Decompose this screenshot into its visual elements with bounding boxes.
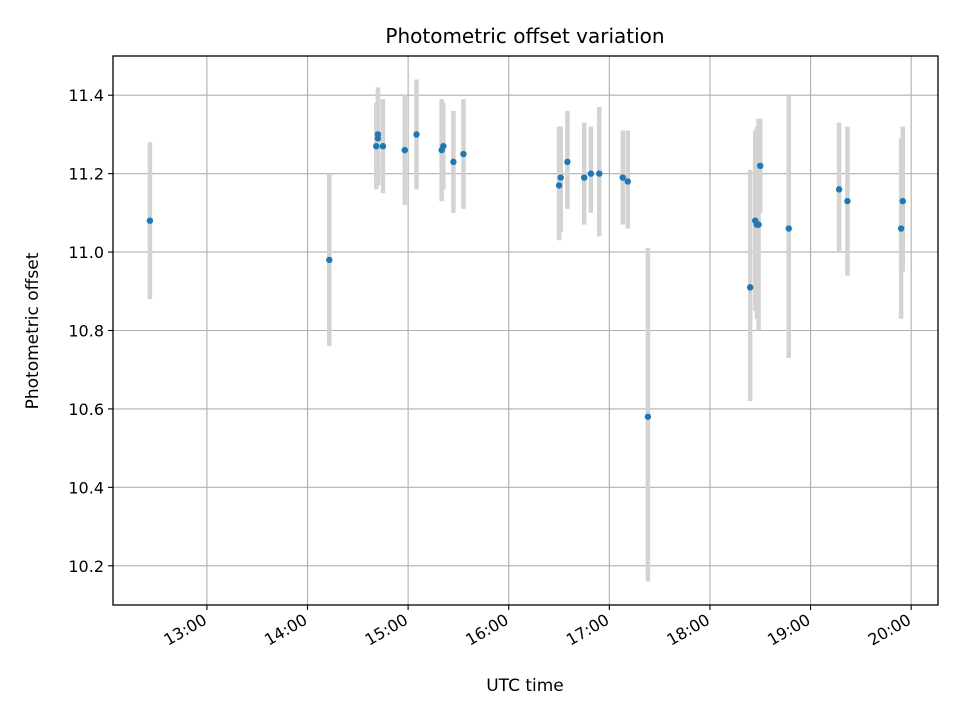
y-tick-label: 10.2 (68, 557, 104, 576)
data-point (785, 225, 792, 232)
y-tick-label: 11.0 (68, 243, 104, 262)
x-tick-label: 16:00 (462, 610, 511, 650)
data-point (146, 217, 154, 224)
x-tick-label: 20:00 (865, 610, 914, 650)
data-point (564, 158, 571, 166)
data-point (450, 158, 457, 166)
grid (113, 56, 938, 605)
x-axis-title: UTC time (486, 676, 564, 696)
data-point (555, 182, 563, 189)
data-points (146, 131, 906, 420)
data-point (557, 174, 564, 181)
data-point (644, 413, 652, 420)
y-axis-ticks: 10.2 10.4 10.6 10.8 11.0 11.2 11.4 (68, 86, 113, 576)
y-tick-label: 10.4 (68, 478, 104, 497)
x-tick-label: 13:00 (160, 610, 209, 650)
y-tick-label: 11.4 (68, 86, 104, 105)
x-tick-label: 15:00 (362, 610, 411, 650)
data-point (897, 225, 905, 232)
data-point (401, 146, 408, 154)
data-point (413, 131, 420, 138)
data-point (379, 142, 387, 150)
y-tick-label: 11.2 (68, 165, 104, 184)
data-point (596, 170, 603, 177)
data-point (440, 142, 447, 150)
data-point (580, 174, 588, 181)
x-tick-label: 19:00 (764, 610, 813, 650)
data-point (460, 150, 467, 158)
chart-title: Photometric offset variation (385, 24, 664, 48)
data-point (844, 197, 851, 205)
y-axis-title: Photometric offset (23, 252, 43, 409)
data-point (746, 284, 754, 291)
data-point (374, 135, 382, 142)
data-point (619, 174, 626, 181)
data-point (835, 186, 843, 193)
data-point (757, 162, 764, 169)
data-point (899, 197, 906, 205)
data-point (373, 142, 380, 150)
data-point (326, 256, 333, 264)
data-point (624, 178, 631, 185)
x-tick-label: 17:00 (563, 610, 612, 650)
y-tick-label: 10.8 (68, 322, 104, 341)
data-point (587, 170, 595, 177)
y-tick-label: 10.6 (68, 400, 104, 419)
x-tick-label: 14:00 (261, 610, 310, 650)
x-tick-label: 18:00 (664, 610, 713, 650)
data-point (755, 221, 762, 228)
x-axis-ticks: 13:00 14:00 15:00 16:00 17:00 18:00 19:00 20:00 (160, 605, 914, 650)
